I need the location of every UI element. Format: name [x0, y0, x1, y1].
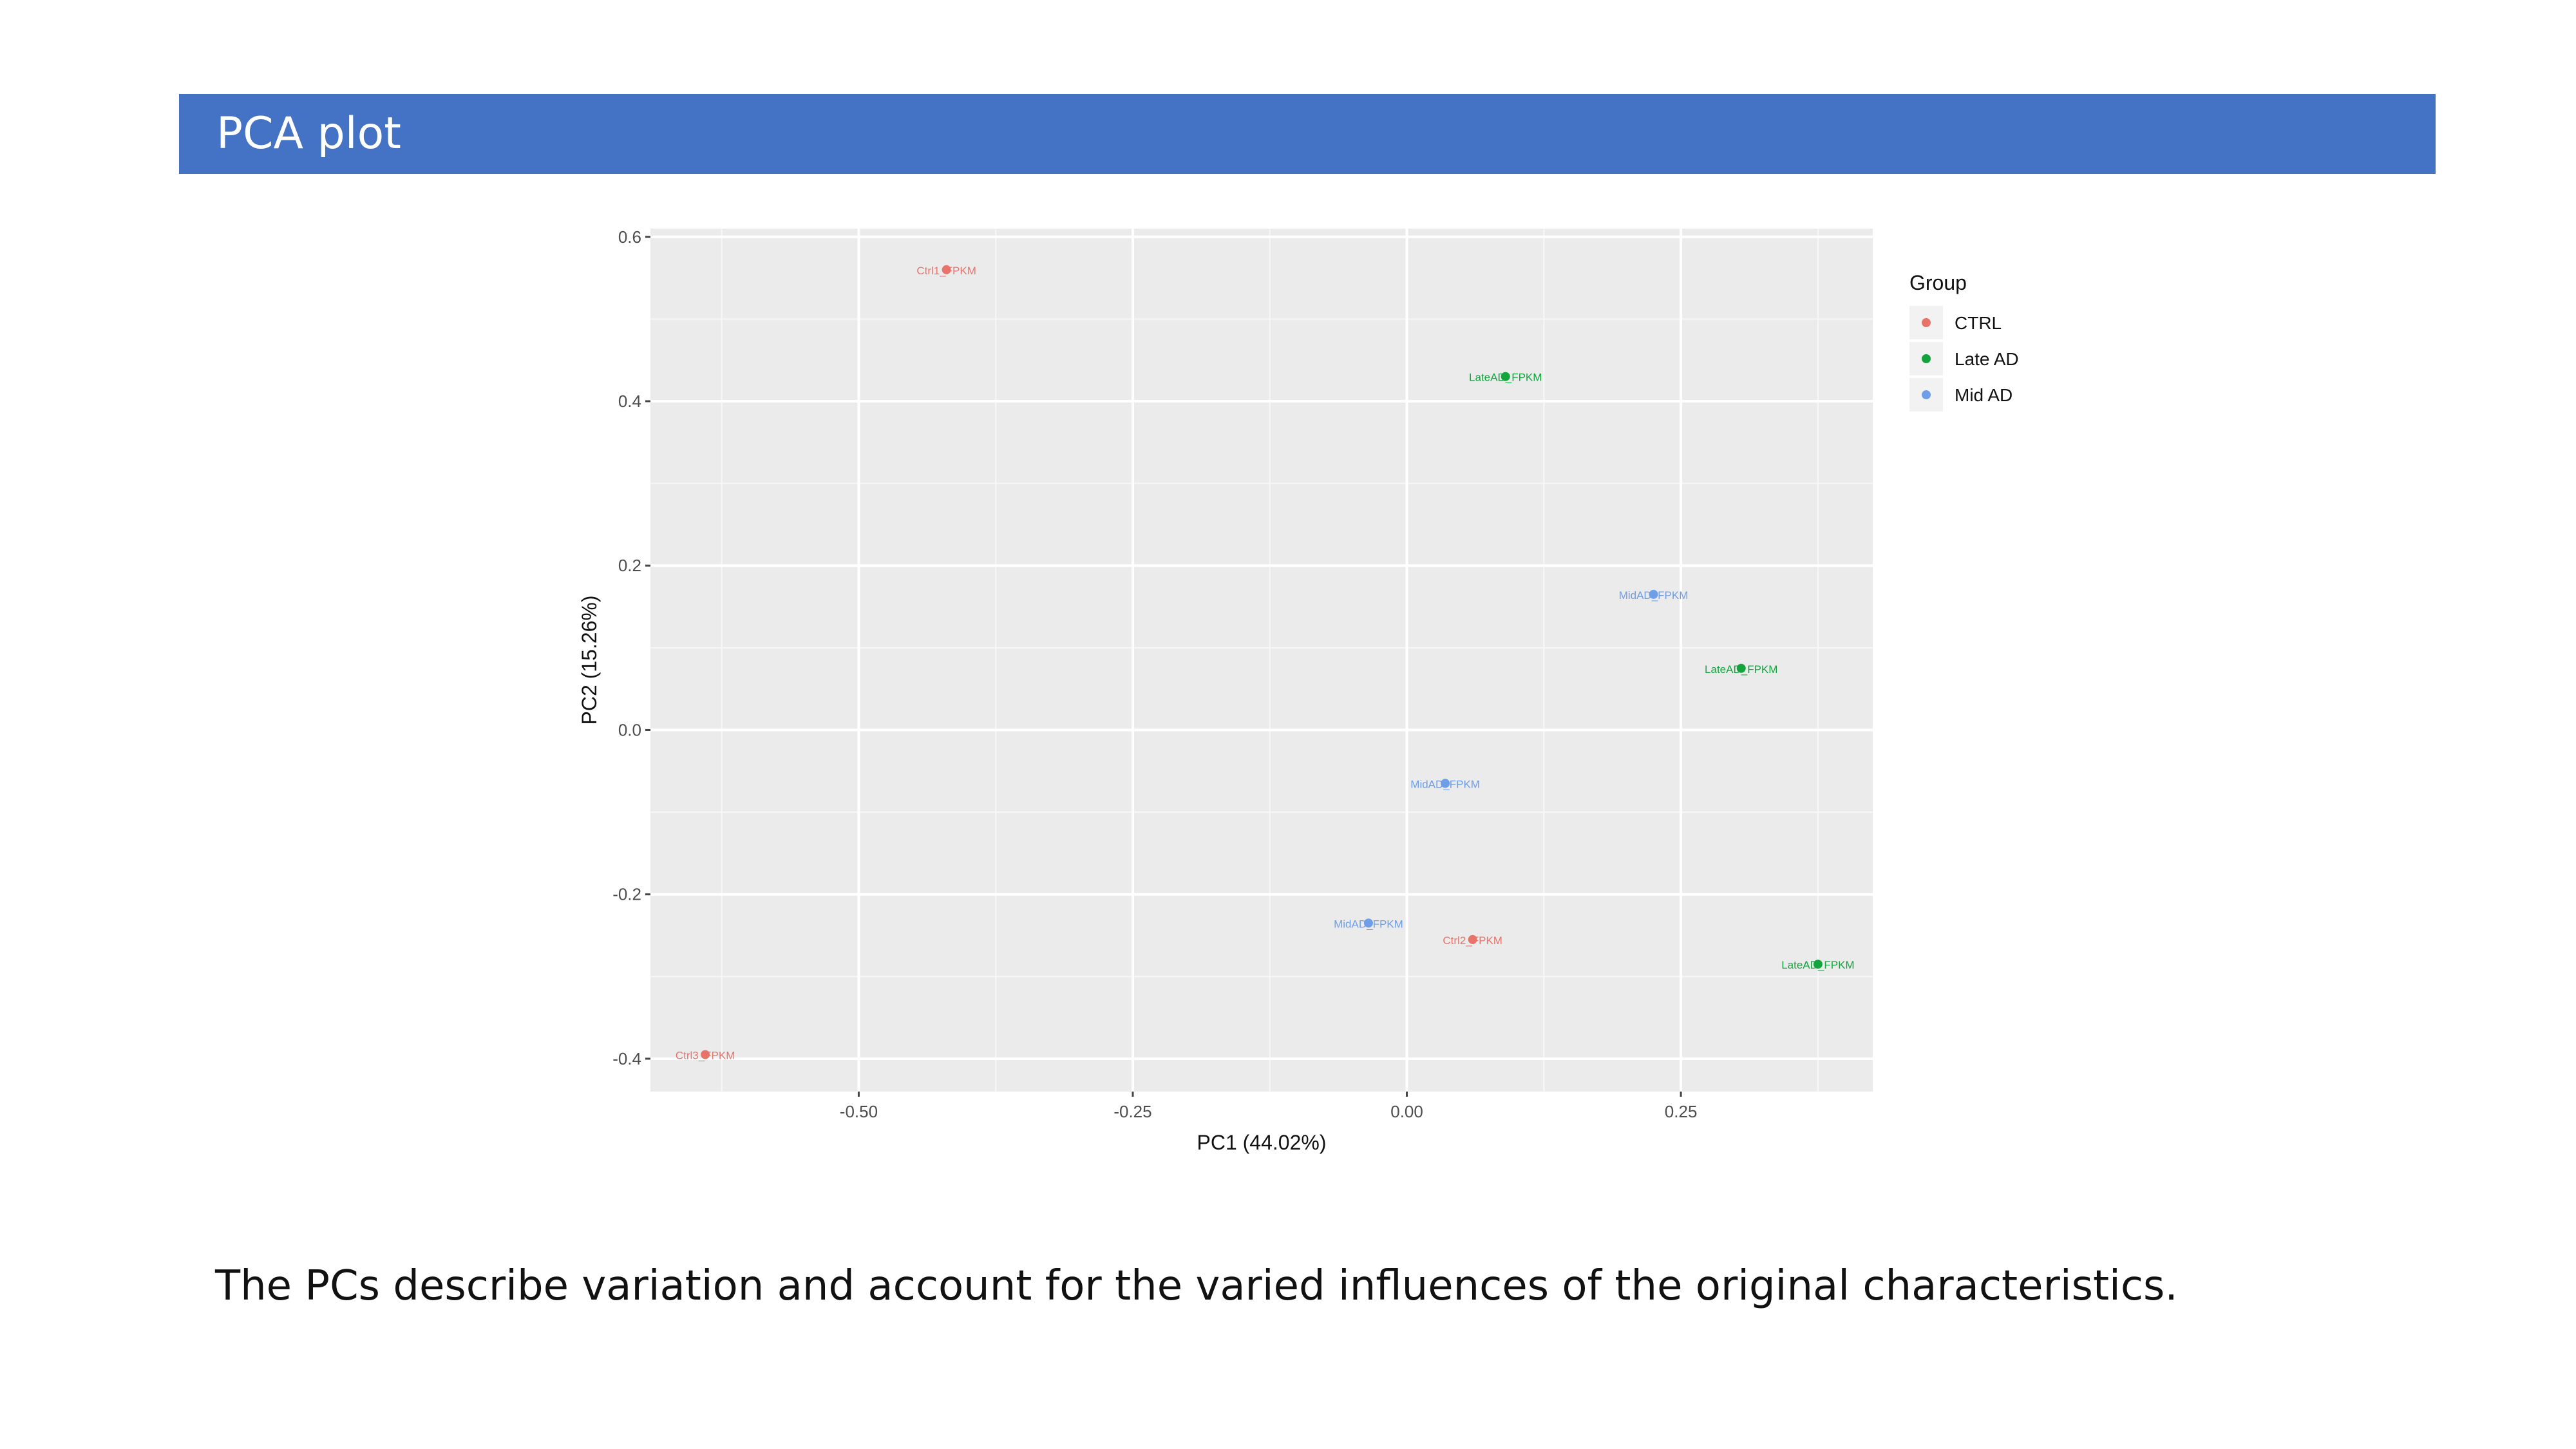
point-label: LateAD_FPKM	[1469, 372, 1542, 384]
point-label: Ctrl3_FPKM	[676, 1050, 735, 1062]
point-label: Ctrl1_FPKM	[916, 265, 976, 277]
x-tick-label: 0.25	[1665, 1102, 1698, 1121]
title-bar: PCA plot	[179, 94, 2436, 174]
y-tick-label: 0.2	[618, 556, 641, 575]
point-label: LateAD_FPKM	[1781, 959, 1854, 971]
slide-caption: The PCs describe variation and account f…	[215, 1262, 2178, 1310]
legend-marker	[1922, 354, 1931, 363]
legend-label: Mid AD	[1955, 385, 2012, 405]
legend-label: CTRL	[1955, 313, 2002, 333]
y-tick-label: -0.2	[612, 885, 641, 904]
y-tick-label: 0.6	[618, 227, 641, 247]
x-axis-title: PC1 (44.02%)	[1197, 1131, 1327, 1154]
plot-panel	[650, 229, 1873, 1092]
y-tick-label: -0.4	[612, 1049, 641, 1068]
point-label: MidAD_FPKM	[1619, 589, 1689, 601]
x-tick-label: -0.50	[840, 1102, 878, 1121]
legend-label: Late AD	[1955, 349, 2019, 369]
x-tick-label: 0.00	[1390, 1102, 1423, 1121]
legend-title: Group	[1909, 271, 1967, 294]
slide-title: PCA plot	[216, 94, 401, 174]
y-tick-label: 0.4	[618, 392, 641, 411]
x-tick-label: -0.25	[1113, 1102, 1151, 1121]
y-tick-label: 0.0	[618, 720, 641, 739]
y-axis-title: PC2 (15.26%)	[578, 596, 601, 725]
point-label: MidAD_FPKM	[1334, 918, 1403, 930]
point-label: MidAD_FPKM	[1410, 778, 1480, 790]
point-label: Ctrl2_FPKM	[1443, 934, 1502, 947]
pca-chart: -0.50 -0.25 0.00 0.25 -0.4 -0.2 0.0 0.2 0.4 0.6 PC…	[567, 206, 2125, 1172]
legend-marker	[1922, 390, 1931, 399]
point-label: LateAD_FPKM	[1705, 663, 1777, 676]
legend-marker	[1922, 318, 1931, 327]
